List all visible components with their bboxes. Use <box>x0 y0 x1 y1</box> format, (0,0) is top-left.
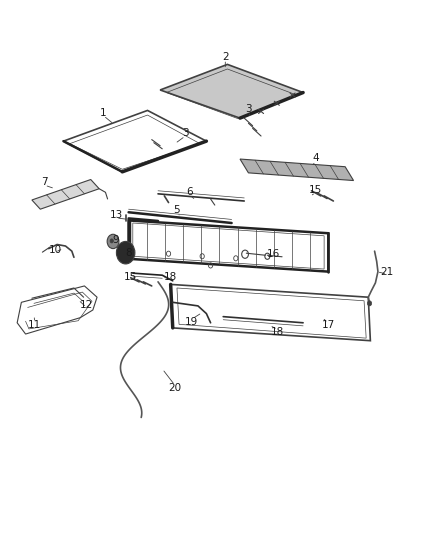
Text: 3: 3 <box>182 128 189 139</box>
Text: 15: 15 <box>309 185 322 195</box>
Text: 20: 20 <box>168 383 181 393</box>
Circle shape <box>117 241 135 264</box>
Text: 10: 10 <box>49 245 62 255</box>
Text: 16: 16 <box>267 249 280 259</box>
Text: 4: 4 <box>312 153 319 163</box>
Text: 21: 21 <box>381 266 394 277</box>
Text: 13: 13 <box>110 211 123 220</box>
Text: 2: 2 <box>222 52 229 62</box>
Text: 18: 18 <box>271 327 285 337</box>
Circle shape <box>110 239 113 243</box>
Text: 17: 17 <box>321 320 335 330</box>
Polygon shape <box>160 64 303 118</box>
Text: 18: 18 <box>164 272 177 282</box>
Circle shape <box>107 235 119 248</box>
Text: 5: 5 <box>173 205 180 215</box>
Text: 6: 6 <box>186 187 193 197</box>
Text: 8: 8 <box>125 248 132 258</box>
Polygon shape <box>240 159 353 181</box>
Text: 7: 7 <box>41 177 48 187</box>
Polygon shape <box>32 180 99 209</box>
Text: 1: 1 <box>100 108 107 118</box>
Text: 12: 12 <box>80 300 93 310</box>
Text: 11: 11 <box>28 320 42 330</box>
Circle shape <box>367 301 371 306</box>
Text: 9: 9 <box>113 235 119 245</box>
Text: 19: 19 <box>185 317 198 327</box>
Text: 15: 15 <box>124 272 138 282</box>
Text: 3: 3 <box>245 104 252 114</box>
